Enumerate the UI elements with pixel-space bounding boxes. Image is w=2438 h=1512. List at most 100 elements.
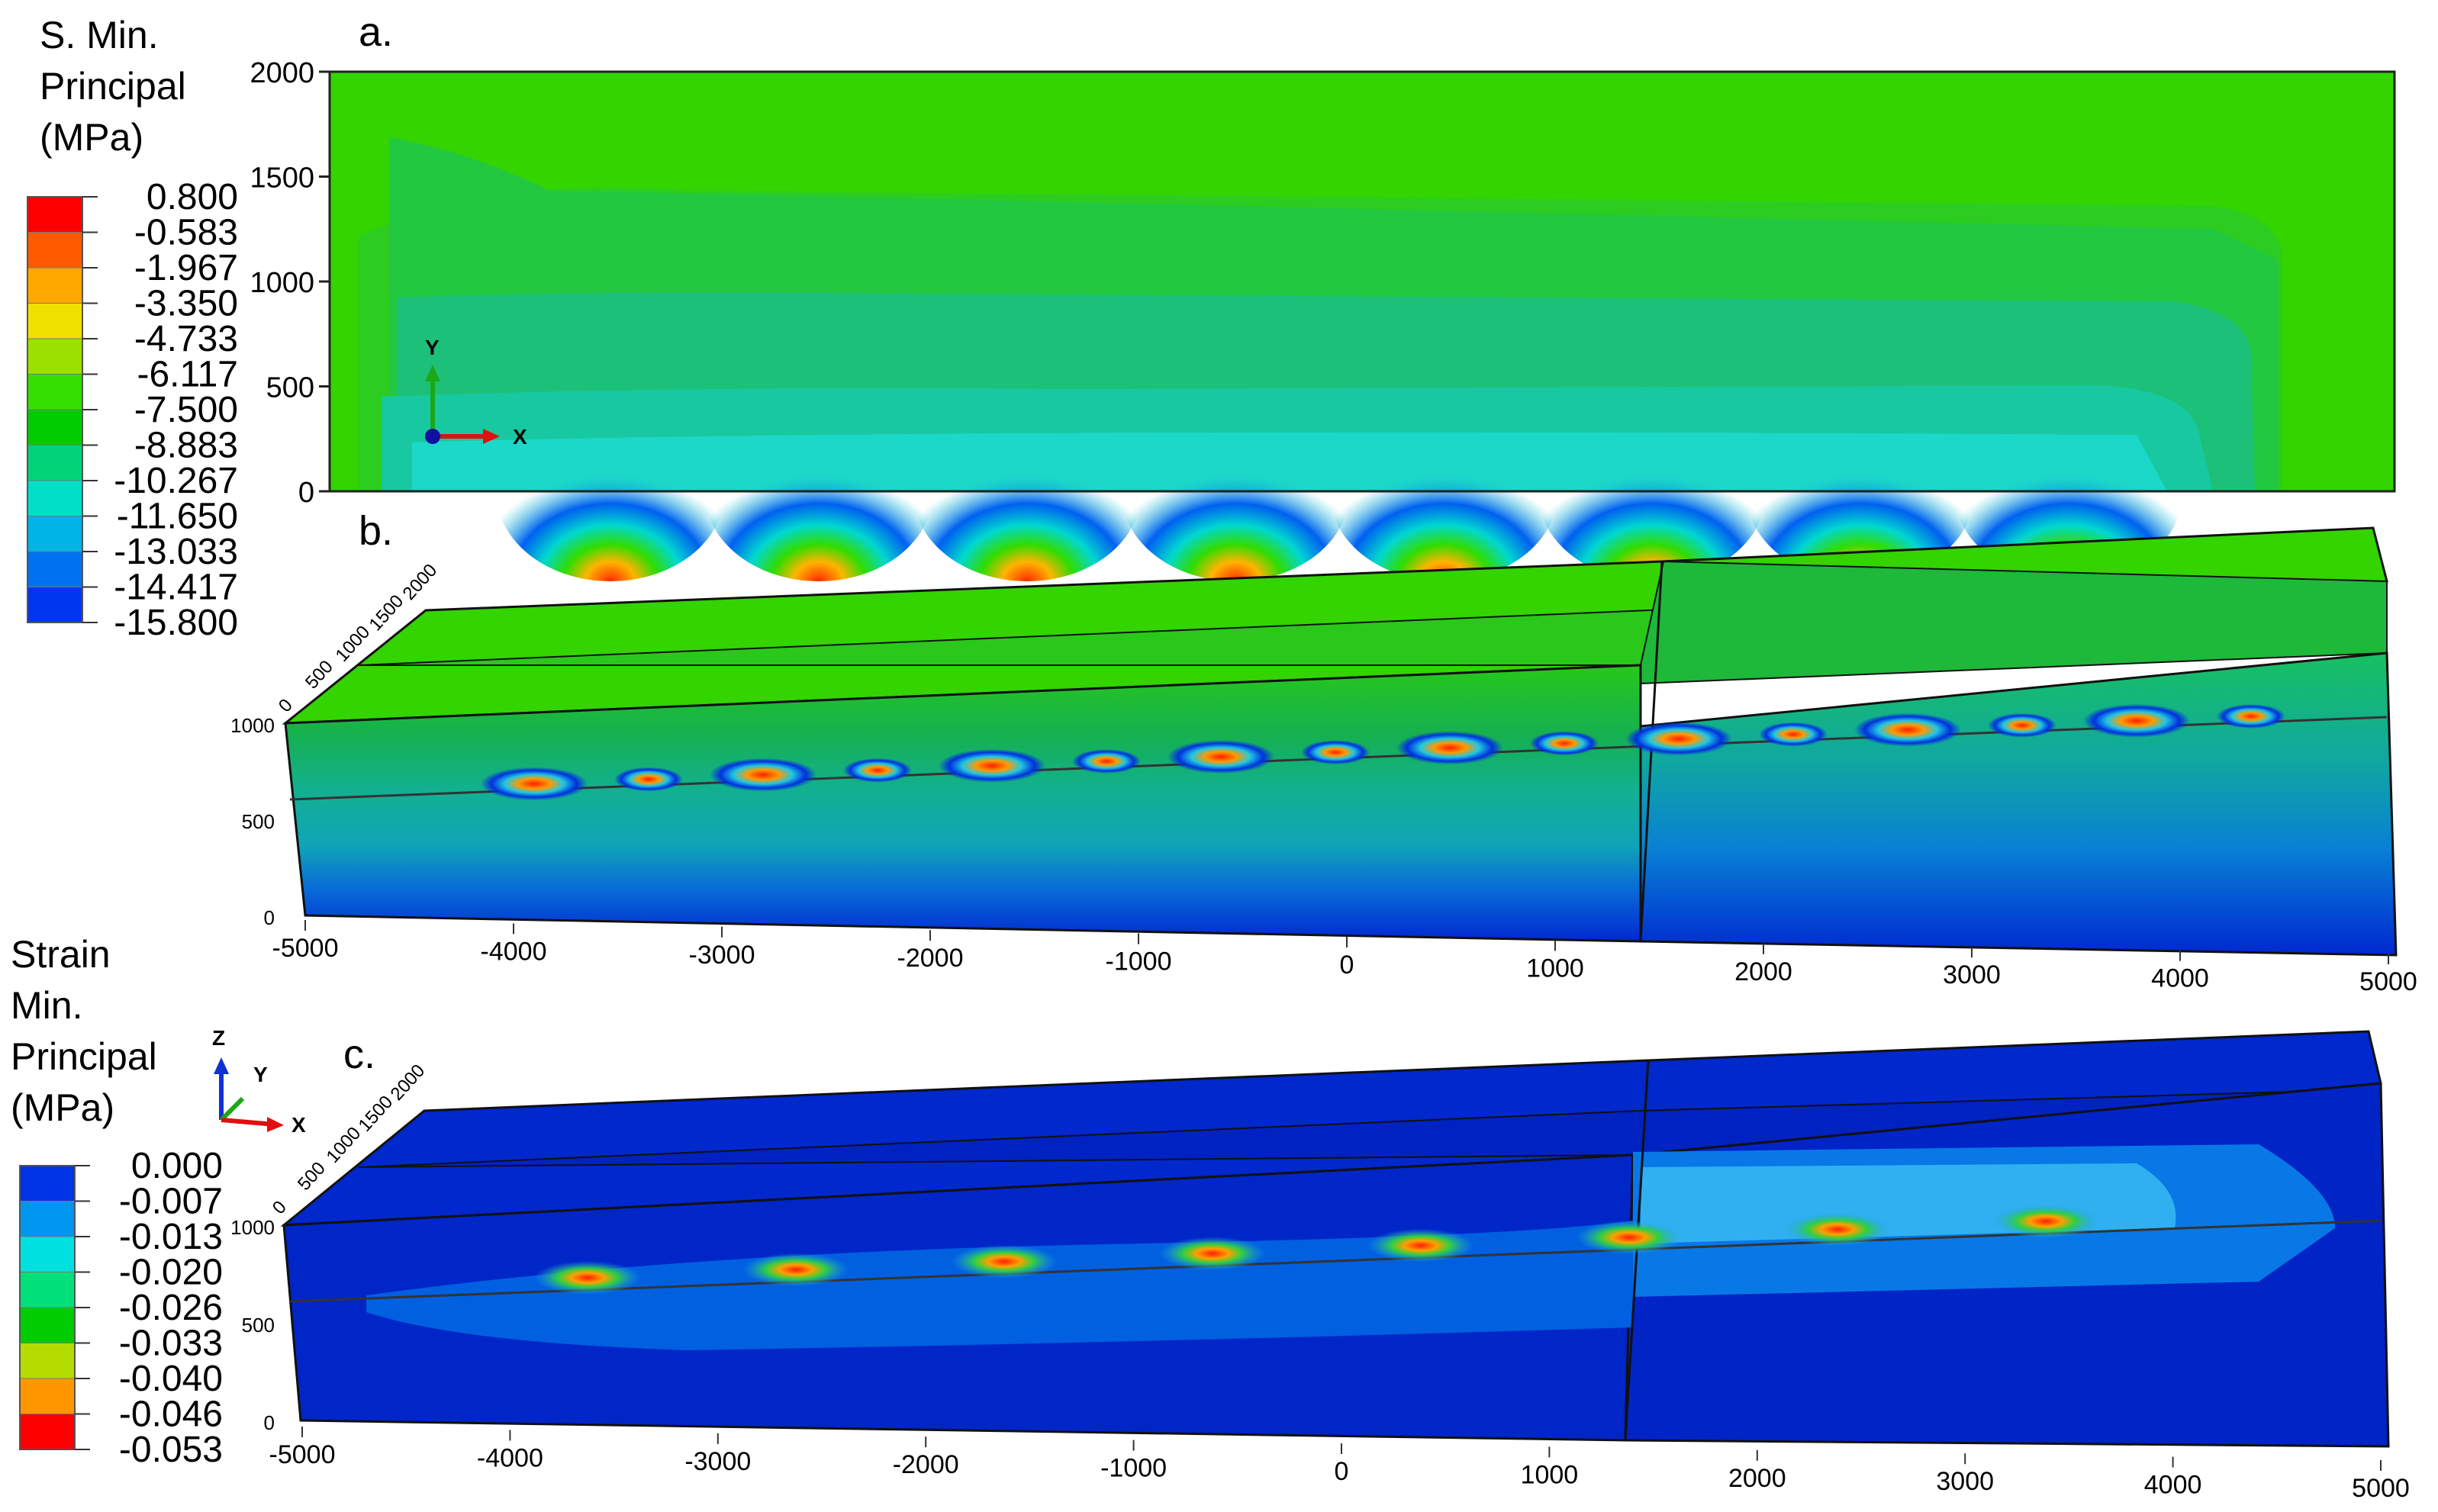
strain-legend-value: -0.040 xyxy=(119,1359,223,1399)
panel-c-axis-triad: Z Y X xyxy=(212,1026,306,1137)
panel-c-strain-hotspot xyxy=(742,1253,849,1287)
panel-b: b. -5000 -4000 -3000 -2000 -1000 0 1000 2000 300… xyxy=(230,508,2417,996)
panel-c-x-tick-label: -2000 xyxy=(893,1450,959,1479)
stress-legend-value: -3.350 xyxy=(134,284,238,324)
panel-a-axis-triad: Y X xyxy=(425,336,527,449)
panel-c-x-tick-label: -5000 xyxy=(269,1440,336,1469)
panel-b-stress-hotspot xyxy=(1988,713,2056,738)
stress-legend-swatch xyxy=(27,445,83,481)
panel-c-strain-hotspot xyxy=(1367,1228,1474,1263)
panel-b-stress-hotspot xyxy=(481,767,588,801)
strain-legend-value: 0.000 xyxy=(131,1146,223,1186)
stress-legend-swatch xyxy=(27,587,83,623)
strain-legend-value: -0.007 xyxy=(119,1182,223,1222)
panel-c-strain-hotspot xyxy=(1992,1204,2099,1238)
strain-legend-swatch xyxy=(19,1378,76,1414)
stress-legend-value: -14.417 xyxy=(114,568,238,608)
panel-c-strain-hotspot xyxy=(951,1244,1058,1279)
panel-b-x-tick-label: 0 xyxy=(1340,951,1354,980)
strain-legend-value: -0.053 xyxy=(119,1430,223,1470)
panel-c-x-tick-label: -3000 xyxy=(684,1447,751,1476)
panel-b-x-axis: -5000 -4000 -3000 -2000 -1000 0 1000 2000 3000 40… xyxy=(272,920,2417,996)
panel-a-y-axis: 2000 1500 1000 500 0 xyxy=(250,57,330,509)
stress-legend-swatches xyxy=(27,196,83,623)
strain-legend-value: -0.026 xyxy=(119,1288,223,1328)
strain-legend: Strain Min. Principal (MPa) 0.000-0.007-… xyxy=(11,933,223,1470)
stress-legend-swatch xyxy=(27,303,83,339)
panel-b-stress-hotspot xyxy=(1625,722,1732,756)
panel-c-axis-y-label: Y xyxy=(253,1063,268,1086)
panel-c-x-tick-label: -1000 xyxy=(1100,1454,1167,1483)
panel-c-highlights xyxy=(534,1204,2099,1295)
stress-legend-swatch xyxy=(27,551,83,587)
panel-a-axis-y-label: Y xyxy=(425,336,440,359)
panel-c-x-tick-label: 0 xyxy=(1335,1457,1349,1486)
stress-legend-swatch xyxy=(27,480,83,516)
panel-a-y-tick-label: 1000 xyxy=(250,267,314,299)
panel-c-z-axis: 1000 500 0 xyxy=(230,1216,275,1434)
stress-legend-value: -13.033 xyxy=(114,532,238,572)
strain-legend-swatch xyxy=(19,1165,76,1202)
strain-legend-swatch xyxy=(19,1201,76,1237)
panel-c-x-tick-label: 2000 xyxy=(1728,1464,1786,1493)
stress-legend-swatch xyxy=(27,409,83,446)
panel-c: c. Z Y X -5000 -4000 -3000 -2000 -1000 0 1000 2… xyxy=(212,1026,2410,1503)
panel-b-stress-hotspot xyxy=(2217,703,2285,729)
panel-c-strain-hotspot xyxy=(534,1260,641,1295)
panel-b-front-right xyxy=(1639,651,2398,957)
stress-legend-swatch xyxy=(27,338,83,375)
strain-legend-value: -0.013 xyxy=(119,1217,223,1257)
strain-legend-title-1: Strain xyxy=(11,933,111,976)
panel-a-y-tick-label: 1500 xyxy=(250,162,314,195)
panel-b-x-tick-label: -2000 xyxy=(897,944,964,973)
panel-b-x-tick-label: -1000 xyxy=(1106,947,1172,976)
panel-b-stress-hotspot xyxy=(1759,722,1828,747)
strain-legend-title-2: Min. xyxy=(11,984,82,1027)
stress-legend-value: 0.800 xyxy=(147,177,238,217)
panel-a-y-tick-label: 2000 xyxy=(250,57,314,89)
panel-b-stress-hotspot xyxy=(1072,748,1141,774)
panel-c-strain-hotspot xyxy=(1159,1237,1266,1271)
panel-b-stress-hotspot xyxy=(843,758,912,783)
panel-c-x-tick-label: 5000 xyxy=(2352,1474,2410,1503)
panel-a: a. 2000 1500 1000 500 0 Y X xyxy=(250,9,2396,581)
panel-b-x-tick-label: -3000 xyxy=(689,941,755,970)
panel-c-x-tick-label: 3000 xyxy=(1936,1467,1994,1496)
stress-legend-title-1: S. Min. xyxy=(40,14,159,56)
panel-b-stress-hotspot xyxy=(614,767,683,792)
stress-legend-value: -8.883 xyxy=(134,426,238,466)
strain-legend-title-4: (MPa) xyxy=(11,1086,114,1129)
stress-legend: S. Min. Principal (MPa) 0.800-0.583-1.96… xyxy=(27,14,238,643)
strain-legend-value: -0.046 xyxy=(119,1395,223,1435)
strain-legend-labels: 0.000-0.007-0.013-0.020-0.026-0.033-0.04… xyxy=(75,1146,223,1470)
strain-legend-swatch xyxy=(19,1343,76,1379)
panel-c-x-tick-label: 1000 xyxy=(1521,1460,1579,1489)
panel-b-x-tick-label: 1000 xyxy=(1526,954,1584,983)
stress-legend-swatch xyxy=(27,267,83,304)
panel-b-z-tick-label: 500 xyxy=(242,810,275,833)
stress-legend-value: -0.583 xyxy=(134,213,238,253)
stress-legend-value: -10.267 xyxy=(114,461,238,501)
panel-b-stress-hotspot xyxy=(2083,703,2190,738)
strain-legend-swatch xyxy=(19,1307,76,1343)
panel-b-y-tick-label: 2000 xyxy=(399,560,442,604)
panel-c-axis-z-label: Z xyxy=(212,1026,225,1050)
strain-legend-swatch xyxy=(19,1236,76,1272)
panel-c-z-tick-label: 0 xyxy=(264,1411,275,1434)
panel-c-y-tick-label: 2000 xyxy=(387,1060,430,1105)
panel-b-x-tick-label: 4000 xyxy=(2151,964,2209,993)
panel-b-z-axis: 1000 500 0 xyxy=(230,714,275,929)
stress-legend-swatch xyxy=(27,232,83,269)
panel-b-stress-hotspot xyxy=(1854,713,1961,747)
panel-b-x-tick-label: 3000 xyxy=(1943,960,2001,989)
panel-c-x-tick-label: 4000 xyxy=(2144,1471,2202,1500)
strain-legend-swatch xyxy=(19,1414,76,1450)
panel-b-x-tick-label: 2000 xyxy=(1734,957,1792,986)
panel-c-z-tick-label: 1000 xyxy=(230,1216,275,1239)
panel-c-strain-hotspot xyxy=(1576,1221,1683,1255)
panel-c-y-tick-label: 500 xyxy=(294,1158,330,1195)
panel-c-z-tick-label: 500 xyxy=(242,1314,275,1337)
panel-c-x-tick-label: -4000 xyxy=(477,1443,543,1472)
panel-b-stress-hotspot xyxy=(1167,740,1274,774)
